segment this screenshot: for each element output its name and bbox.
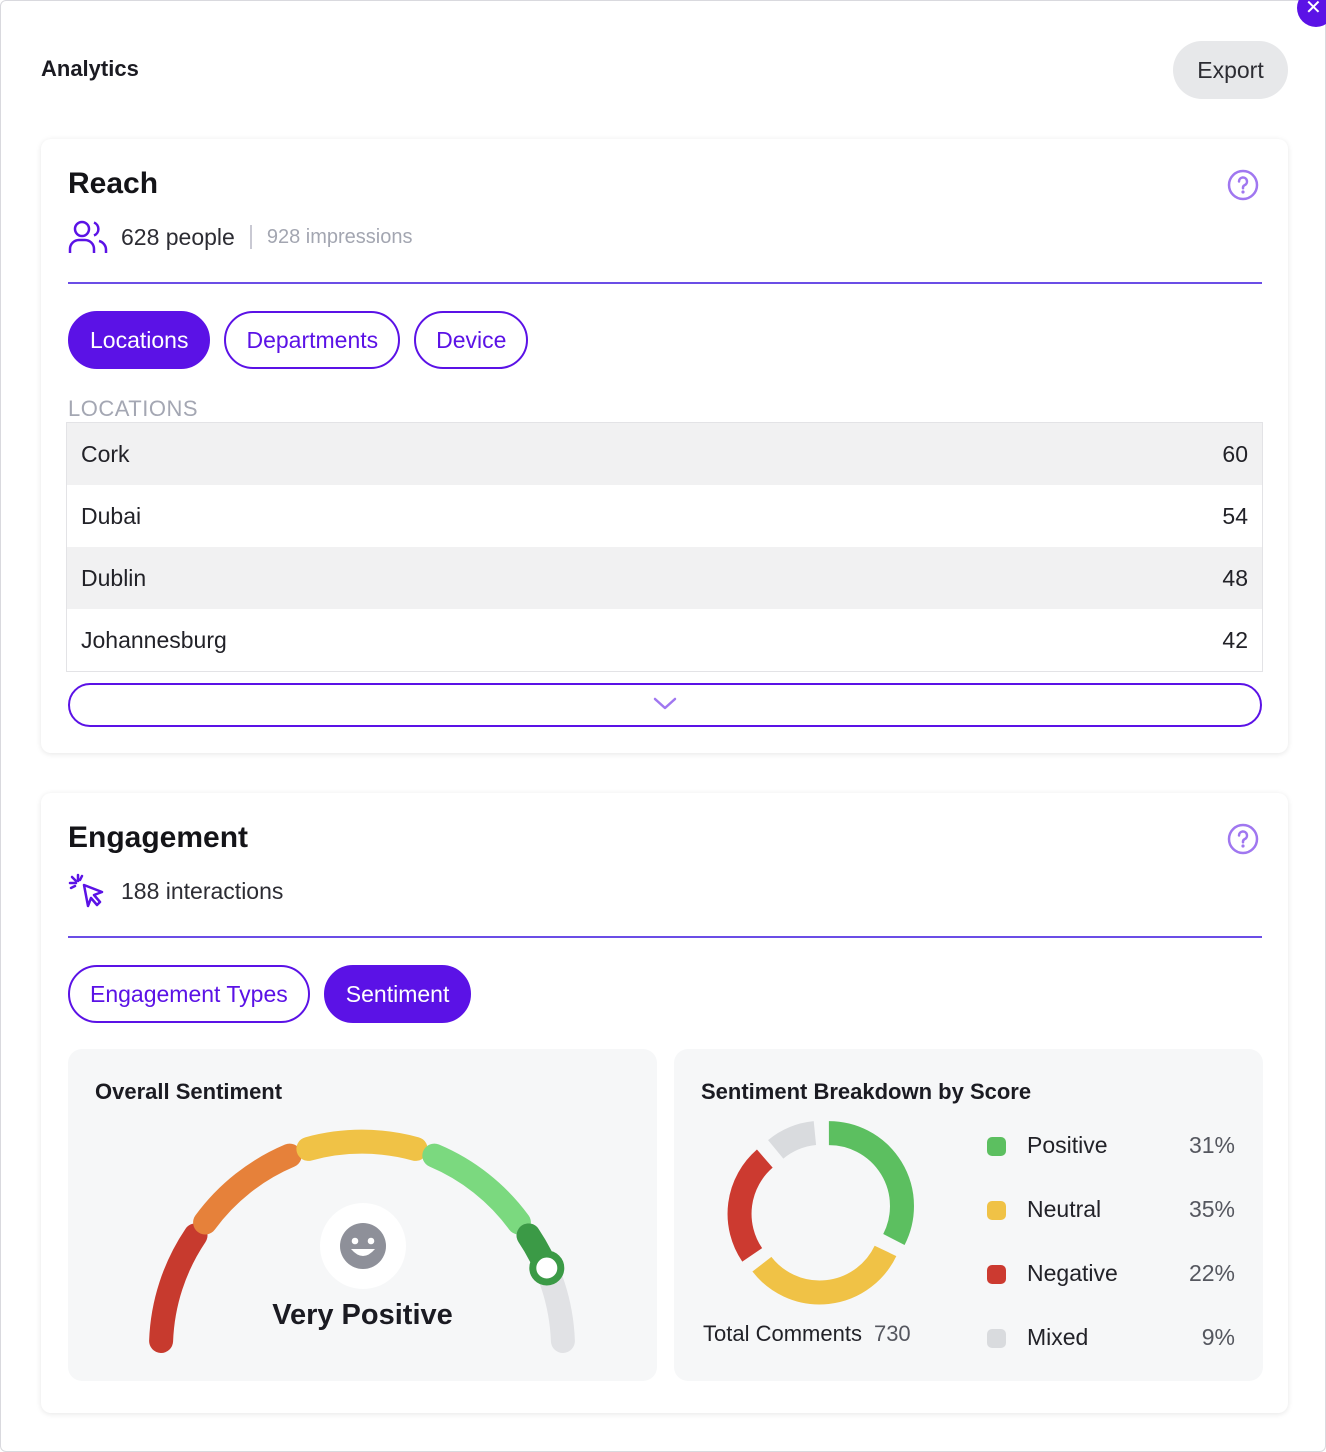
table-row: Dubai 54: [67, 485, 1262, 547]
locations-table: Cork 60 Dubai 54 Dublin 48 Johannesburg …: [66, 422, 1263, 672]
legend-label: Mixed: [1027, 1324, 1089, 1350]
people-icon: [68, 220, 108, 253]
legend-item-neutral: Neutral 35%: [987, 1193, 1235, 1257]
legend-item-negative: Negative 22%: [987, 1257, 1235, 1321]
tab-departments[interactable]: Departments: [224, 311, 401, 369]
export-button[interactable]: Export: [1173, 41, 1288, 99]
gauge-segment-neutral: [296, 1129, 428, 1161]
stat-separator: [249, 225, 252, 249]
donut-slice-negative: [727, 1149, 774, 1262]
engagement-tabs: Engagement Types Sentiment: [68, 965, 472, 1023]
table-row: Dublin 48: [67, 547, 1262, 609]
location-name: Johannesburg: [81, 626, 227, 653]
location-value: 54: [1222, 502, 1248, 529]
location-name: Dubai: [81, 502, 142, 529]
legend-percent: 22%: [1188, 1260, 1235, 1286]
smile-face-icon: [320, 1203, 406, 1289]
legend-label: Positive: [1027, 1132, 1108, 1158]
legend-swatch: [987, 1265, 1006, 1284]
legend-percent: 35%: [1188, 1196, 1235, 1222]
impressions-count: 928 impressions: [266, 225, 413, 248]
location-name: Dublin: [81, 564, 147, 591]
interactions-count: 188 interactions: [121, 877, 284, 904]
legend-swatch: [987, 1201, 1006, 1220]
reach-title: Reach: [68, 167, 159, 200]
tab-locations[interactable]: Locations: [68, 311, 211, 369]
donut-slice-neutral: [752, 1245, 897, 1305]
legend-swatch: [987, 1329, 1006, 1348]
engagement-title: Engagement: [68, 821, 249, 854]
engagement-stats: 188 interactions: [68, 873, 283, 909]
table-row: Cork 60: [67, 423, 1262, 485]
expand-list-button[interactable]: [68, 683, 1262, 727]
total-comments-value: 730: [873, 1321, 911, 1346]
legend-percent: 31%: [1188, 1132, 1235, 1158]
sentiment-legend: Positive 31% Neutral 35% Negative 22% Mi…: [987, 1129, 1235, 1385]
engagement-card: Engagement 188 interactions Engagement T…: [41, 793, 1288, 1413]
gauge-segment-positive: [422, 1143, 531, 1235]
donut-slice-positive: [828, 1121, 914, 1245]
location-value: 60: [1222, 440, 1248, 467]
people-count: 628 people: [121, 223, 235, 250]
total-comments-label: Total Comments: [703, 1321, 862, 1346]
locations-label: LOCATIONS: [68, 396, 199, 421]
page-title: Analytics: [41, 56, 139, 81]
overall-sentiment-label: Very Positive: [272, 1299, 453, 1331]
reach-stats: 628 people 928 impressions: [68, 219, 412, 255]
close-icon[interactable]: ✕: [1297, 0, 1326, 27]
gauge-needle: [529, 1250, 565, 1286]
location-value: 48: [1222, 564, 1248, 591]
reach-tabs: Locations Departments Device: [68, 311, 529, 369]
help-icon[interactable]: [1227, 169, 1259, 201]
overall-sentiment-panel: Overall Sentiment Very Positive: [68, 1049, 657, 1381]
engagement-divider: [68, 936, 1262, 938]
tab-sentiment[interactable]: Sentiment: [323, 965, 472, 1023]
overall-sentiment-title: Overall Sentiment: [95, 1079, 283, 1104]
legend-label: Negative: [1027, 1260, 1118, 1286]
legend-item-mixed: Mixed 9%: [987, 1321, 1235, 1385]
location-name: Cork: [81, 440, 130, 467]
location-value: 42: [1222, 626, 1248, 653]
legend-percent: 9%: [1201, 1324, 1235, 1350]
legend-swatch: [987, 1137, 1006, 1156]
reach-divider: [68, 282, 1262, 284]
sentiment-breakdown-title: Sentiment Breakdown by Score: [701, 1079, 1032, 1104]
donut-slice-mixed: [768, 1121, 817, 1159]
table-row: Johannesburg 42: [67, 609, 1262, 671]
legend-item-positive: Positive 31%: [987, 1129, 1235, 1193]
help-icon[interactable]: [1227, 823, 1259, 855]
gauge-segment-very-negative: [149, 1223, 208, 1353]
sentiment-donut: [727, 1121, 914, 1305]
gauge-segment-negative: [193, 1143, 302, 1235]
total-comments: Total Comments 730: [703, 1321, 911, 1347]
reach-card: Reach 628 people 928 impressions Locatio…: [41, 139, 1288, 753]
click-cursor-icon: [68, 873, 104, 908]
chevron-down-icon: [653, 697, 677, 709]
tab-device[interactable]: Device: [414, 311, 529, 369]
legend-label: Neutral: [1027, 1196, 1102, 1222]
sentiment-gauge: [149, 1129, 575, 1353]
sentiment-breakdown-panel: Sentiment Breakdown by Score Total Comme…: [674, 1049, 1263, 1381]
tab-engagement-types[interactable]: Engagement Types: [68, 965, 310, 1023]
